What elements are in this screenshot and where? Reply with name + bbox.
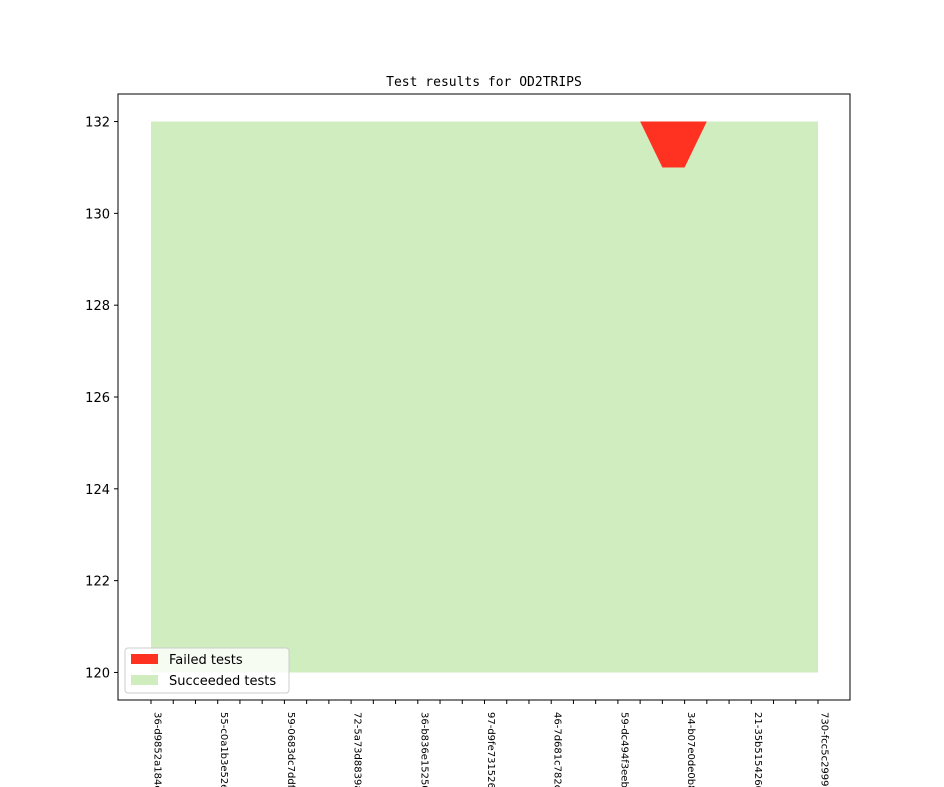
x-tick-label: 59-dc494f3eeb: [618, 712, 629, 787]
y-tick-label: 132: [85, 116, 110, 131]
y-tick-label: 130: [85, 207, 110, 222]
x-tick-label: 72-5a73d8839a: [352, 712, 363, 787]
y-tick-label: 122: [85, 575, 110, 590]
area: [151, 121, 818, 673]
x-tick-label: 36-d9852a184e: [152, 712, 163, 787]
y-tick-label: 120: [85, 666, 110, 681]
y-tick-label: 126: [85, 391, 110, 406]
x-tick-label: 34-b07e0de0b8: [685, 712, 696, 787]
x-tick-label: 59-0683dc7ddf: [285, 712, 296, 787]
x-tick-label: 21-35b5154260: [752, 712, 763, 787]
x-tick-label: 97-d9fe731526: [485, 712, 496, 787]
legend-box: [124, 647, 290, 694]
area: [151, 121, 818, 168]
legend-label: Failed tests: [169, 653, 243, 668]
chart-title: Test results for OD2TRIPS: [386, 75, 582, 90]
y-tick-label: 128: [85, 299, 110, 314]
x-tick-label: 36-b836e15250: [418, 712, 429, 787]
legend: Failed tests Succeeded tests: [124, 647, 290, 694]
x-tick-label: 46-7d681c782c: [552, 712, 563, 787]
legend-swatch: [131, 654, 158, 664]
legend-swatch: [131, 675, 158, 685]
x-tick-label: 55-c0a1b3e52e: [218, 712, 229, 787]
x-tick-label: 730-fcc5c2999b: [819, 712, 830, 787]
legend-label: Succeeded tests: [169, 674, 276, 689]
y-tick-label: 124: [85, 483, 110, 498]
